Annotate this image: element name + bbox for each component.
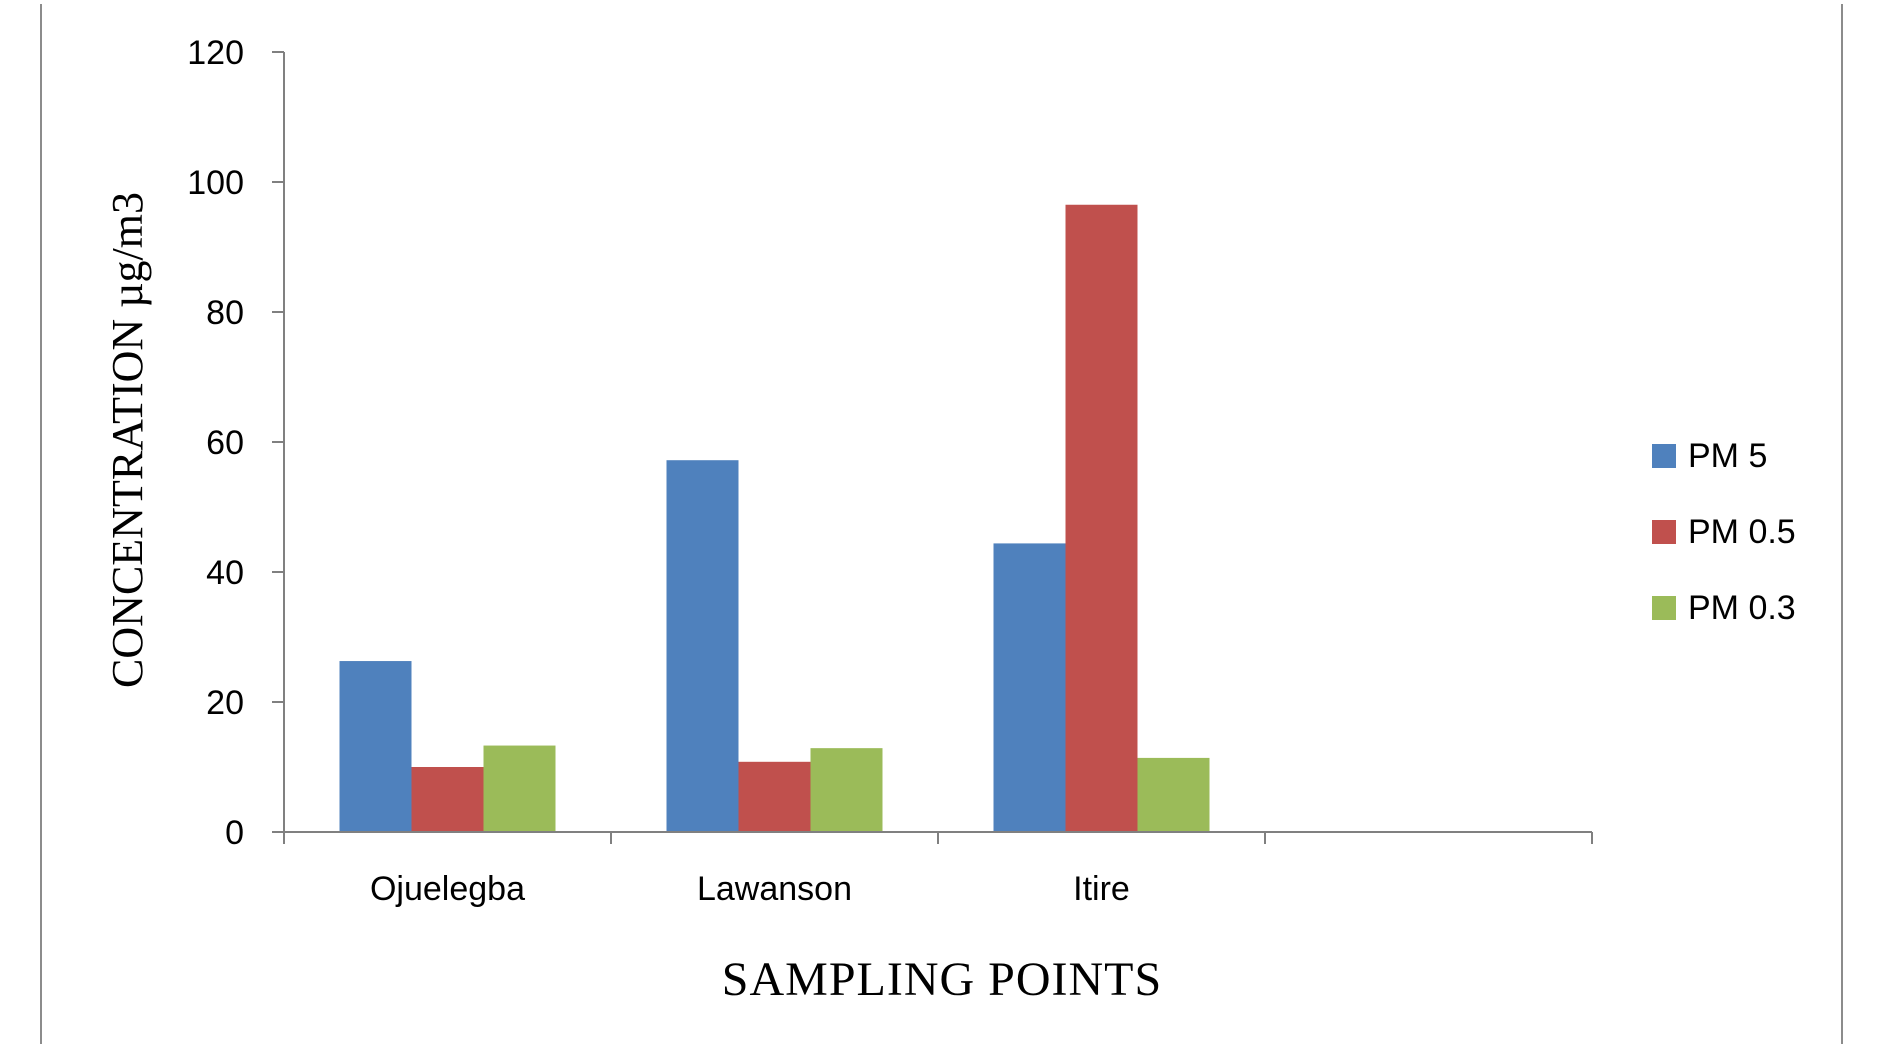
bar: [738, 761, 811, 832]
bar: [339, 661, 412, 832]
y-tick-label: 0: [225, 814, 244, 852]
axes-group: [283, 52, 1592, 833]
y-tick-label: 60: [206, 424, 244, 462]
y-axis-label: CONCENTRATION µg/m3: [103, 192, 152, 688]
chart-frame: [40, 4, 1843, 1044]
y-tick-label: 40: [206, 554, 244, 592]
legend-label: PM 0.5: [1688, 513, 1796, 551]
legend-swatch: [1652, 520, 1676, 544]
bars-group: [339, 204, 1210, 832]
y-tick-label: 80: [206, 294, 244, 332]
legend: PM 5 PM 0.5 PM 0.3: [1652, 437, 1796, 627]
legend-swatch: [1652, 444, 1676, 468]
bar: [483, 745, 556, 832]
x-axis-label: SAMPLING POINTS: [722, 953, 1162, 1006]
y-tick-label: 100: [187, 164, 244, 202]
x-category-label: Ojuelegba: [370, 870, 525, 908]
bar: [411, 767, 484, 832]
y-tick-label: 20: [206, 684, 244, 722]
legend-swatch: [1652, 596, 1676, 620]
y-tick-label: 120: [187, 34, 244, 72]
bar: [810, 748, 883, 832]
bar: [666, 460, 739, 832]
legend-label: PM 5: [1688, 437, 1767, 475]
x-category-label: Itire: [1073, 870, 1130, 908]
x-category-label: Lawanson: [697, 870, 852, 908]
bar: [1137, 757, 1210, 832]
bar: [993, 543, 1066, 832]
legend-label: PM 0.3: [1688, 589, 1796, 627]
bar: [1065, 204, 1138, 832]
x-categories-group: Ojuelegba Lawanson Itire: [283, 832, 1593, 908]
y-ticks-group: 0 20 40 60 80 100 120: [187, 34, 284, 852]
